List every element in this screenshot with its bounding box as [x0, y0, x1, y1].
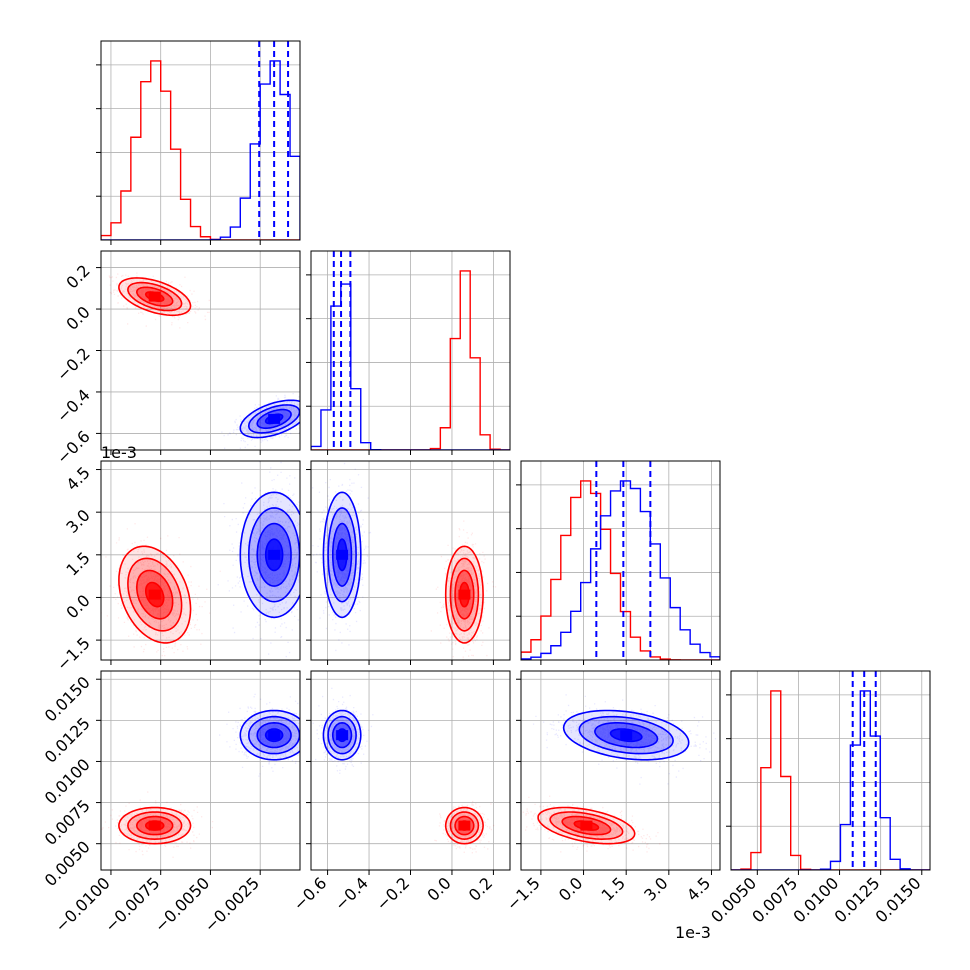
scatter-points-red [430, 520, 497, 660]
panel-frame-1-1 [310, 250, 511, 451]
ticks-3-1: −0.6 −0.4 −0.2 0.0 0.2 [289, 678, 496, 914]
scatter-points-blue [217, 461, 300, 658]
ticks-0-0 [96, 64, 261, 245]
histogram-panel-2 [521, 461, 720, 660]
scatter-panel-2-0 [101, 461, 300, 660]
panel-frame-3-1 [310, 670, 511, 871]
histogram-step-blue [521, 480, 720, 660]
scatter-points-blue [532, 694, 717, 785]
x-tick-label: 0.0075 [748, 873, 801, 926]
panel-frame-0-0 [100, 40, 301, 241]
density-peak-red [148, 291, 161, 302]
panel-frame-3-0 [100, 670, 301, 871]
ticks-2-2 [516, 484, 712, 665]
histogram-step-blue [731, 690, 930, 870]
density-peak-red [148, 820, 161, 831]
y-tick-label: 3.0 [62, 506, 93, 537]
y-tick-label: 0.0 [62, 591, 93, 622]
x-tick-label: −0.0025 [201, 873, 264, 936]
y-tick-label: 0.2 [62, 261, 93, 292]
panel-frame-3-3 [730, 670, 931, 871]
density-peak-blue [268, 549, 281, 560]
x-tick-label: 1.5 [598, 873, 629, 904]
scatter-panel-1-0 [101, 251, 300, 450]
density-peak-blue [336, 730, 349, 741]
y-tick-label: −0.2 [53, 344, 94, 385]
y-tick-label: 0.0 [62, 302, 93, 333]
density-peak-blue [620, 730, 633, 741]
panels-layer: 0.00500.00750.01000.01250.0150−0.6−0.4−0… [41, 40, 931, 936]
density-peak-red [580, 820, 593, 831]
histogram-step-blue [101, 60, 300, 240]
ticks-1-1 [306, 274, 494, 455]
histogram-panel-1 [311, 251, 510, 450]
scatter-points-blue [221, 391, 300, 449]
x-tick-label: −0.6 [289, 873, 330, 914]
histogram-step-red [311, 270, 510, 450]
histogram-step-red [101, 60, 300, 240]
y-tick-label: 0.0075 [41, 796, 94, 849]
panel-frame-2-1 [310, 460, 511, 661]
panel-frame-1-0 [100, 250, 301, 451]
x-tick-label: −0.2 [372, 873, 413, 914]
x-tick-label: 0.0 [555, 873, 586, 904]
x-tick-label: 0.0100 [789, 873, 842, 926]
density-peak-red [458, 820, 471, 831]
panel-frame-3-2 [520, 670, 721, 871]
y-tick-label: −0.4 [53, 385, 94, 426]
x-tick-label: 0.2 [465, 873, 496, 904]
scatter-panel-3-2 [521, 671, 720, 870]
histogram-step-red [731, 690, 930, 870]
x-tick-label: −0.4 [331, 873, 372, 914]
x-tick-label: 3.0 [640, 873, 671, 904]
panel-frame-2-0 [100, 460, 301, 661]
ticks-3-0: −0.0100−0.0075−0.0050−0.00250.00500.0075… [41, 673, 263, 936]
p2-x-offset-label: 1e-3 [675, 923, 711, 942]
scatter-points-blue [219, 693, 300, 777]
scatter-panel-3-1 [311, 671, 510, 870]
y-tick-label: −0.6 [53, 427, 94, 468]
y-tick-label: 0.0050 [41, 837, 94, 890]
y-tick-label: 1.5 [62, 548, 93, 579]
histogram-panel-3 [731, 671, 930, 870]
x-tick-label: 0.0125 [830, 873, 883, 926]
x-tick-label: −1.5 [503, 873, 544, 914]
x-tick-label: 0.0150 [872, 873, 925, 926]
scatter-points-blue [312, 687, 374, 774]
y-tick-label: 0.0150 [41, 673, 94, 726]
density-peak-blue [268, 413, 281, 424]
x-tick-label: 0.0050 [707, 873, 760, 926]
density-peak-red [148, 589, 161, 600]
histogram-panel-0 [101, 41, 300, 240]
ticks-2-1 [306, 469, 494, 665]
y-tick-label: 0.0100 [41, 755, 94, 808]
panel-frame-2-2 [520, 460, 721, 661]
density-peak-blue [336, 549, 349, 560]
density-peak-red [458, 589, 471, 600]
scatter-panel-2-1 [311, 461, 510, 660]
scatter-panel-3-0 [101, 671, 300, 870]
density-peak-blue [268, 730, 281, 741]
x-tick-label: 0.0 [423, 873, 454, 904]
y-tick-label: 0.0125 [41, 714, 94, 767]
y-tick-label: 4.5 [62, 463, 93, 494]
y-tick-label: −1.5 [53, 633, 94, 674]
p2-y-offset-label: 1e-3 [101, 443, 137, 462]
x-tick-label: 4.5 [683, 873, 714, 904]
